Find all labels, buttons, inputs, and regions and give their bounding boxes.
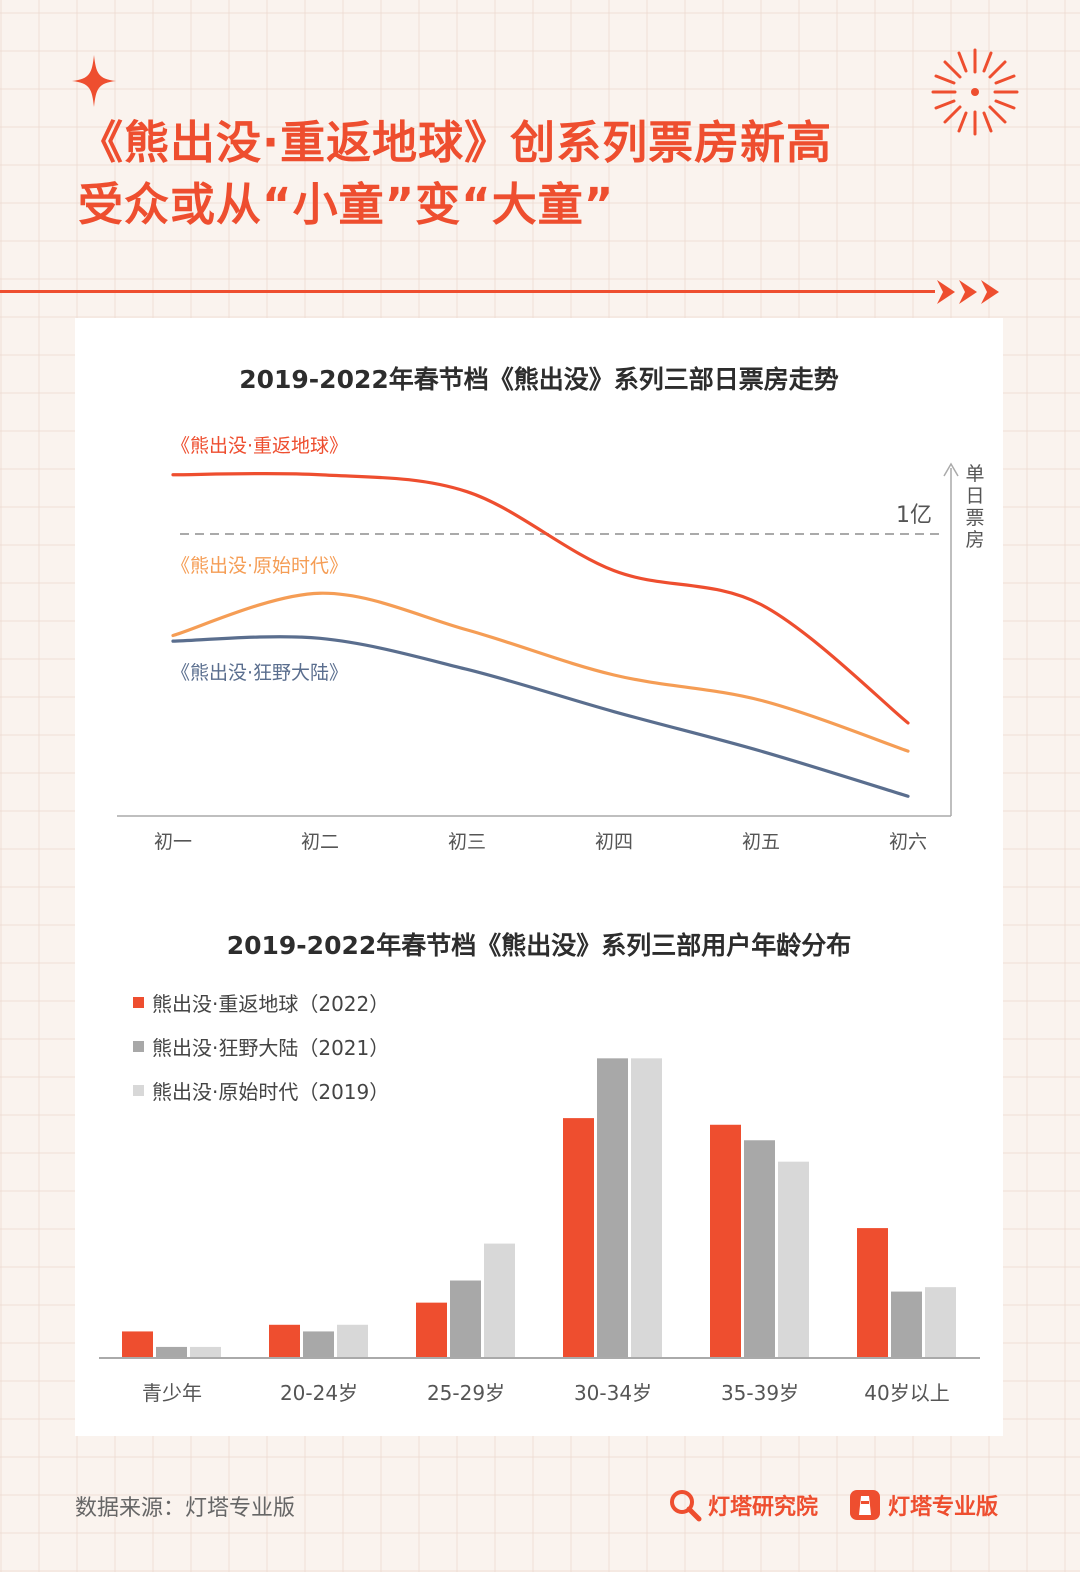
title-line-2: 受众或从“小童”变“大童” [78,178,615,231]
bar [122,1331,153,1358]
bar [631,1058,662,1358]
x-tick-label: 初四 [595,831,633,853]
series-label: 《熊出没·原始时代》 [171,555,348,577]
bar-legend: 熊出没·重返地球（2022） 熊出没·狂野大陆（2021） 熊出没·原始时代（2… [133,980,389,1112]
x-tick-label: 30-34岁 [574,1381,652,1405]
legend-label: 熊出没·重返地球（2022） [152,991,390,1016]
legend-label: 熊出没·原始时代（2019） [152,1079,390,1104]
bar [744,1140,775,1358]
bar [891,1291,922,1358]
data-source: 数据来源：灯塔专业版 [75,1496,296,1521]
x-tick-label: 35-39岁 [721,1381,799,1405]
bar [484,1243,515,1358]
x-tick-label: 20-24岁 [280,1381,358,1405]
legend-label: 熊出没·狂野大陆（2021） [152,1035,390,1060]
bar [778,1161,809,1358]
magnifier-logo-icon [670,1490,702,1522]
logo-pro: 灯塔专业版 [848,1488,998,1522]
bar-chart-title: 2019-2022年春节档《熊出没》系列三部用户年龄分布 [226,931,852,960]
bar [337,1324,368,1358]
series-label: 《熊出没·重返地球》 [171,435,348,457]
series-line [171,591,910,753]
bar [563,1118,594,1358]
legend-swatch [133,1040,144,1052]
bar [450,1280,481,1358]
series-line [171,635,910,798]
logo-research: 灯塔研究院 [668,1488,818,1522]
x-tick-label: 初二 [301,831,339,853]
x-tick-label: 初三 [448,831,486,853]
bar [597,1058,628,1358]
logo-pro-text: 灯塔专业版 [888,1495,999,1520]
bar [156,1346,187,1358]
bar [269,1324,300,1358]
legend-swatch [133,1084,144,1096]
bar [857,1228,888,1358]
x-tick-label: 25-29岁 [427,1381,505,1405]
legend-item: 熊出没·重返地球（2022） [133,980,389,1024]
header-divider [0,290,935,293]
bar [416,1302,447,1358]
y-axis-label: 票 [965,507,984,529]
x-tick-label: 40岁以上 [864,1381,949,1405]
lighthouse-logo-icon [850,1490,880,1520]
triple-arrow-icon [937,280,999,304]
page-title: 《熊出没·重返地球》创系列票房新高 受众或从“小童”变“大童” [78,112,832,236]
title-line-1: 《熊出没·重返地球》创系列票房新高 [78,116,833,169]
x-tick-label: 青少年 [142,1381,202,1405]
bar [190,1346,221,1358]
bar-chart: 青少年 20-24岁 25-29岁 30-34岁 35-39岁 40岁以上 [99,1058,980,1405]
y-axis-arrow-icon [943,462,959,477]
firework-icon [931,48,1019,136]
bar [303,1331,334,1358]
bar [710,1124,741,1358]
bar [925,1287,956,1358]
x-tick-label: 初五 [742,831,780,853]
line-chart-title: 2019-2022年春节档《熊出没》系列三部日票房走势 [239,365,839,394]
legend-item: 熊出没·原始时代（2019） [133,1068,389,1112]
x-tick-label: 初一 [154,831,192,853]
legend-swatch [133,996,144,1008]
y-axis-label: 房 [965,529,984,551]
legend-item: 熊出没·狂野大陆（2021） [133,1024,389,1068]
reference-label: 1亿 [896,503,932,528]
logo-research-text: 灯塔研究院 [708,1495,819,1520]
series-line [171,471,910,725]
y-axis-label: 单 [965,463,984,485]
sparkle-icon [72,55,116,107]
x-tick-label: 初六 [889,831,927,853]
chart-card: 2019-2022年春节档《熊出没》系列三部日票房走势 1亿 单日票房初一 初二 初三… [75,318,1003,1436]
series-label: 《熊出没·狂野大陆》 [171,662,348,684]
y-axis-label: 日 [965,485,984,507]
